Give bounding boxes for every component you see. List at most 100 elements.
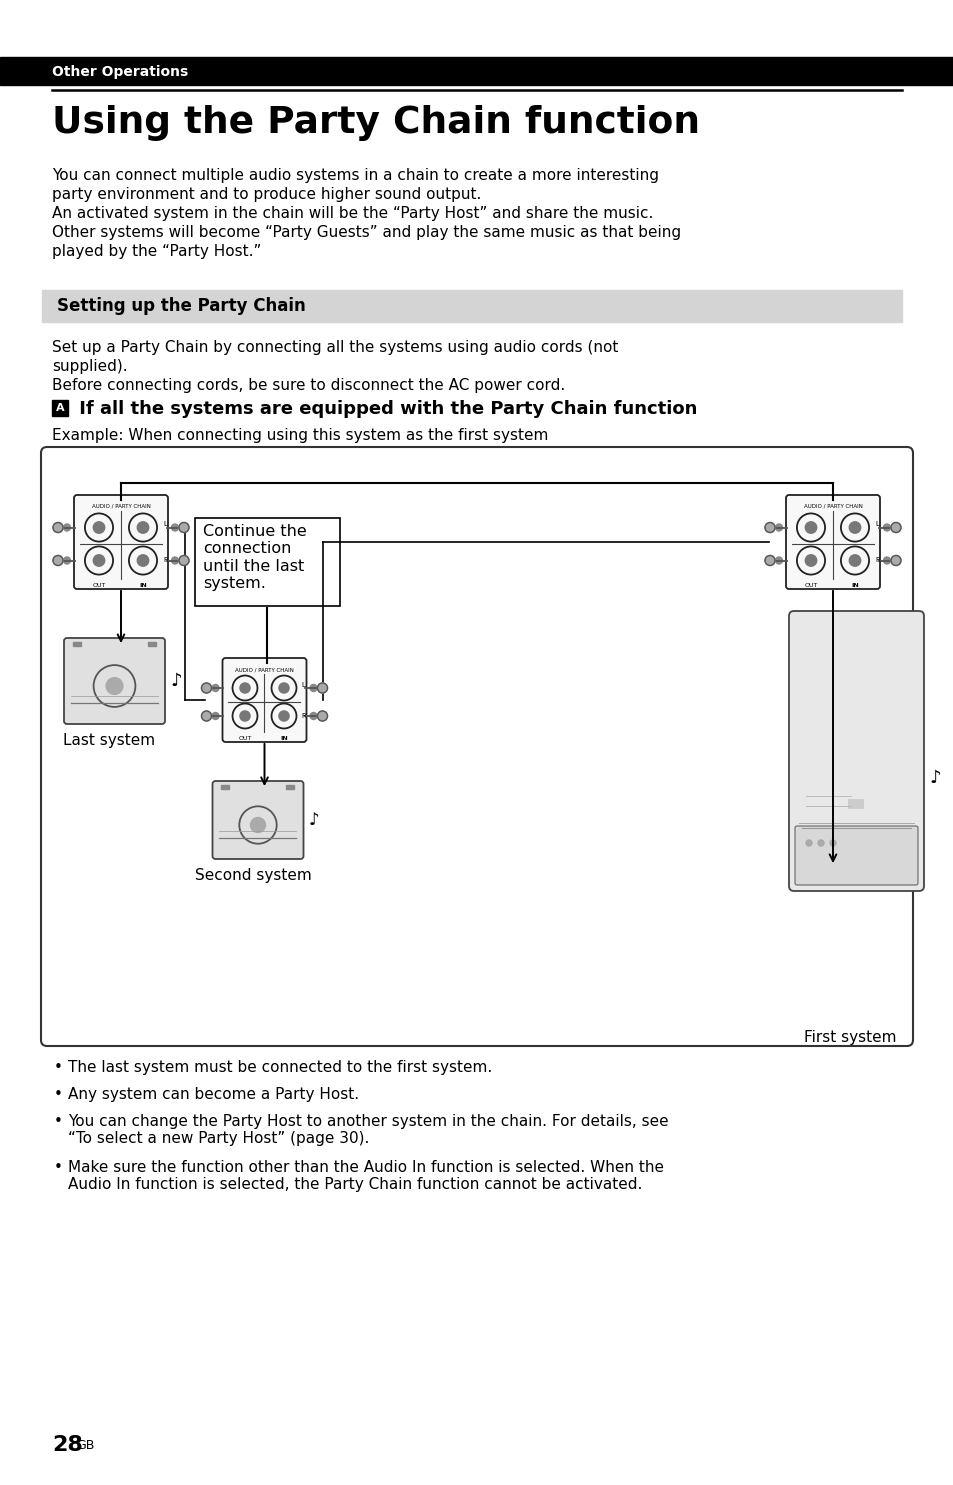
Text: Second system: Second system	[195, 869, 312, 884]
Text: IN: IN	[139, 584, 147, 588]
Circle shape	[317, 711, 327, 722]
Text: L: L	[301, 682, 305, 688]
Text: supplied).: supplied).	[52, 359, 128, 374]
Bar	[847, 799, 863, 809]
Circle shape	[278, 683, 289, 693]
Circle shape	[251, 818, 265, 833]
Text: AUDIO / PARTY CHAIN: AUDIO / PARTY CHAIN	[234, 667, 294, 673]
FancyBboxPatch shape	[788, 610, 923, 891]
Text: R: R	[874, 557, 879, 563]
Text: 28: 28	[52, 1435, 83, 1455]
Circle shape	[64, 557, 71, 564]
Circle shape	[804, 521, 816, 533]
FancyBboxPatch shape	[222, 658, 306, 742]
Text: Continue the
connection
until the last
system.: Continue the connection until the last s…	[203, 524, 307, 591]
Text: Using the Party Chain function: Using the Party Chain function	[52, 105, 700, 141]
Bar	[148, 642, 156, 646]
Text: The last system must be connected to the first system.: The last system must be connected to the…	[68, 1060, 492, 1075]
Circle shape	[64, 524, 71, 532]
Text: Set up a Party Chain by connecting all the systems using audio cords (not: Set up a Party Chain by connecting all t…	[52, 340, 618, 355]
Circle shape	[179, 523, 189, 533]
Text: ♪: ♪	[308, 811, 319, 829]
Circle shape	[172, 557, 178, 564]
Circle shape	[317, 683, 327, 693]
Circle shape	[764, 523, 774, 533]
Circle shape	[201, 711, 212, 722]
Circle shape	[310, 685, 316, 692]
Circle shape	[93, 521, 105, 533]
Text: An activated system in the chain will be the “Party Host” and share the music.: An activated system in the chain will be…	[52, 206, 653, 221]
Circle shape	[882, 557, 889, 564]
Text: R: R	[301, 713, 306, 719]
Circle shape	[212, 713, 219, 720]
Circle shape	[805, 841, 811, 846]
Text: •: •	[54, 1160, 63, 1175]
Text: OUT: OUT	[803, 584, 817, 588]
Text: L: L	[874, 521, 878, 527]
Circle shape	[882, 524, 889, 532]
Text: GB: GB	[76, 1439, 94, 1452]
Text: A: A	[55, 402, 64, 413]
Circle shape	[817, 841, 823, 846]
Circle shape	[310, 713, 316, 720]
Circle shape	[137, 555, 149, 566]
Bar	[73, 642, 81, 646]
Text: AUDIO / PARTY CHAIN: AUDIO / PARTY CHAIN	[802, 503, 862, 509]
Text: Other Operations: Other Operations	[52, 65, 188, 79]
Text: You can connect multiple audio systems in a chain to create a more interesting: You can connect multiple audio systems i…	[52, 168, 659, 183]
Text: OUT: OUT	[238, 737, 252, 741]
Text: OUT: OUT	[92, 584, 106, 588]
Circle shape	[775, 524, 781, 532]
Circle shape	[890, 555, 900, 566]
Text: IN: IN	[850, 584, 858, 588]
Text: AUDIO / PARTY CHAIN: AUDIO / PARTY CHAIN	[91, 503, 151, 509]
Text: Last system: Last system	[63, 734, 155, 748]
Text: played by the “Party Host.”: played by the “Party Host.”	[52, 244, 261, 258]
FancyBboxPatch shape	[785, 495, 879, 590]
Text: party environment and to produce higher sound output.: party environment and to produce higher …	[52, 187, 481, 202]
Circle shape	[829, 841, 835, 846]
Bar	[42, 290, 901, 322]
Text: IN: IN	[280, 737, 288, 741]
Text: Make sure the function other than the Audio In function is selected. When the
Au: Make sure the function other than the Au…	[68, 1160, 663, 1192]
Text: L: L	[163, 521, 167, 527]
Circle shape	[53, 523, 63, 533]
Circle shape	[890, 523, 900, 533]
Circle shape	[53, 555, 63, 566]
FancyBboxPatch shape	[74, 495, 168, 590]
Circle shape	[775, 557, 781, 564]
Text: Before connecting cords, be sure to disconnect the AC power cord.: Before connecting cords, be sure to disc…	[52, 379, 565, 394]
Circle shape	[106, 677, 123, 695]
Circle shape	[137, 521, 149, 533]
Bar	[194, 518, 339, 606]
Circle shape	[201, 683, 212, 693]
Text: •: •	[54, 1060, 63, 1075]
Text: R: R	[163, 557, 168, 563]
FancyBboxPatch shape	[41, 447, 912, 1045]
Circle shape	[848, 521, 860, 533]
Circle shape	[212, 685, 219, 692]
Circle shape	[278, 711, 289, 722]
Text: Any system can become a Party Host.: Any system can become a Party Host.	[68, 1087, 358, 1102]
Text: ♪: ♪	[170, 673, 181, 691]
Circle shape	[172, 524, 178, 532]
Circle shape	[848, 555, 860, 566]
Text: •: •	[54, 1114, 63, 1129]
Text: Example: When connecting using this system as the first system: Example: When connecting using this syst…	[52, 428, 548, 443]
FancyBboxPatch shape	[64, 639, 165, 725]
Circle shape	[764, 555, 774, 566]
Text: If all the systems are equipped with the Party Chain function: If all the systems are equipped with the…	[73, 399, 697, 417]
Bar	[0, 56, 953, 85]
Text: Other systems will become “Party Guests” and play the same music as that being: Other systems will become “Party Guests”…	[52, 226, 680, 241]
Circle shape	[239, 711, 250, 722]
Bar	[52, 399, 68, 416]
Circle shape	[179, 555, 189, 566]
Text: First system: First system	[803, 1031, 896, 1045]
Bar	[286, 786, 294, 789]
Circle shape	[93, 555, 105, 566]
FancyBboxPatch shape	[213, 781, 303, 858]
Circle shape	[804, 555, 816, 566]
Text: •: •	[54, 1087, 63, 1102]
FancyBboxPatch shape	[794, 826, 917, 885]
Text: Setting up the Party Chain: Setting up the Party Chain	[57, 297, 305, 315]
